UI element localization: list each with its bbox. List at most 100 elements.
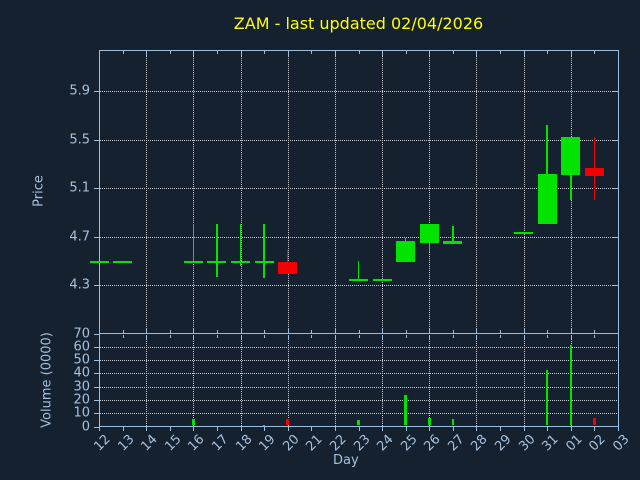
price-top-xtick	[264, 51, 266, 54]
volume-bottom-xtick	[287, 426, 289, 431]
price-horizontal-gridline	[100, 91, 617, 93]
volume-ytick-label: 50	[73, 352, 90, 368]
price-ytick-label: 5.9	[69, 83, 90, 99]
candle-wick-day-27	[452, 225, 454, 243]
volume-horizontal-gridline	[100, 346, 617, 348]
volume-bottom-xtick	[169, 426, 171, 431]
volume-top-xtick	[405, 334, 407, 338]
price-bottom-xtick	[193, 327, 195, 333]
price-top-xtick	[476, 51, 478, 56]
price-ytick-right	[613, 91, 618, 93]
volume-top-xtick	[169, 334, 171, 338]
price-bottom-xtick	[382, 327, 384, 333]
candle-body-day-24	[372, 278, 392, 282]
price-bottom-xtick	[99, 327, 100, 333]
volume-bar-day-27	[451, 419, 455, 426]
price-bottom-xtick	[146, 327, 148, 333]
price-bottom-xtick	[547, 329, 549, 333]
candle-wick-day-19	[263, 224, 265, 278]
volume-bottom-xtick	[476, 426, 478, 431]
candle-wick-day-16	[192, 224, 195, 262]
volume-ytick-label: 40	[73, 365, 90, 381]
volume-ytick-label: 0	[81, 419, 90, 434]
volume-bottom-xtick	[452, 426, 454, 431]
price-ytick	[94, 188, 99, 190]
price-bottom-xtick	[429, 327, 431, 333]
volume-bar-day-20	[286, 418, 289, 426]
volume-top-xtick	[429, 334, 431, 340]
candle-body-day-26	[419, 224, 439, 243]
price-ytick	[94, 91, 99, 93]
volume-vertical-gridline	[193, 334, 195, 426]
volume-bottom-xtick	[146, 426, 148, 431]
volume-top-xtick	[193, 334, 195, 340]
x-axis-label: Day	[333, 453, 359, 468]
price-axis-label: Price	[31, 175, 47, 207]
volume-bottom-xtick	[240, 426, 242, 431]
volume-bottom-xtick	[405, 426, 407, 431]
volume-vertical-gridline	[429, 334, 431, 426]
price-bottom-xtick	[240, 327, 242, 333]
price-horizontal-gridline	[100, 285, 617, 287]
volume-top-xtick	[216, 334, 218, 338]
volume-ytick	[94, 333, 99, 335]
price-bottom-xtick	[476, 327, 478, 333]
volume-vertical-gridline	[382, 334, 384, 426]
volume-axis-label: Volume (0000)	[39, 332, 55, 428]
volume-ytick	[94, 399, 99, 401]
price-ytick-right	[613, 139, 618, 141]
price-ytick-right	[613, 285, 618, 287]
price-bottom-xtick	[287, 327, 289, 333]
price-top-xtick	[452, 51, 454, 54]
price-bottom-xtick	[169, 329, 171, 333]
volume-vertical-gridline	[287, 334, 289, 426]
volume-bottom-xtick	[618, 426, 619, 431]
price-top-xtick	[146, 51, 148, 56]
volume-bottom-xtick	[264, 426, 266, 431]
volume-bar-day-26	[428, 417, 431, 426]
price-top-xtick	[334, 51, 336, 56]
price-vertical-gridline	[382, 51, 384, 333]
volume-bottom-xtick	[594, 426, 596, 431]
price-bottom-xtick	[216, 329, 218, 333]
volume-ytick	[94, 346, 99, 348]
candle-body-day-20	[278, 262, 298, 275]
volume-ytick	[94, 426, 99, 428]
price-top-xtick	[122, 51, 124, 54]
price-vertical-gridline	[476, 51, 478, 333]
candle-body-day-19	[254, 260, 274, 264]
volume-top-xtick	[382, 334, 384, 340]
price-horizontal-gridline	[100, 188, 617, 190]
price-ytick-label: 5.5	[69, 132, 90, 148]
candle-body-day-12	[89, 260, 109, 264]
price-top-xtick	[240, 51, 242, 56]
volume-top-xtick	[358, 334, 360, 338]
price-bottom-xtick	[311, 329, 313, 333]
volume-ytick	[94, 386, 99, 388]
volume-bottom-xtick	[382, 426, 384, 431]
volume-bottom-xtick	[523, 426, 525, 431]
price-vertical-gridline	[334, 51, 336, 333]
volume-top-xtick	[287, 334, 289, 340]
volume-horizontal-gridline	[100, 399, 617, 401]
price-bottom-xtick	[405, 329, 407, 333]
price-vertical-gridline	[240, 51, 242, 333]
volume-bottom-xtick	[216, 426, 218, 431]
volume-ytick	[94, 360, 99, 362]
volume-top-xtick	[500, 334, 502, 338]
volume-bar-day-31	[545, 370, 549, 426]
price-bottom-xtick	[334, 327, 336, 333]
volume-bottom-xtick	[122, 426, 124, 431]
volume-ytick-label: 30	[73, 379, 90, 395]
price-top-xtick	[429, 51, 431, 56]
candle-body-day-02	[584, 167, 604, 176]
volume-ytick-label: 60	[73, 339, 90, 355]
price-top-xtick	[570, 51, 572, 56]
price-ytick-label: 4.3	[69, 277, 90, 293]
candle-body-day-25	[396, 241, 416, 263]
candle-wick-day-18	[239, 224, 242, 266]
volume-ytick-label: 20	[73, 392, 90, 408]
volume-bottom-xtick	[334, 426, 336, 431]
candle-body-day-01	[561, 137, 581, 175]
volume-top-xtick	[594, 334, 596, 338]
